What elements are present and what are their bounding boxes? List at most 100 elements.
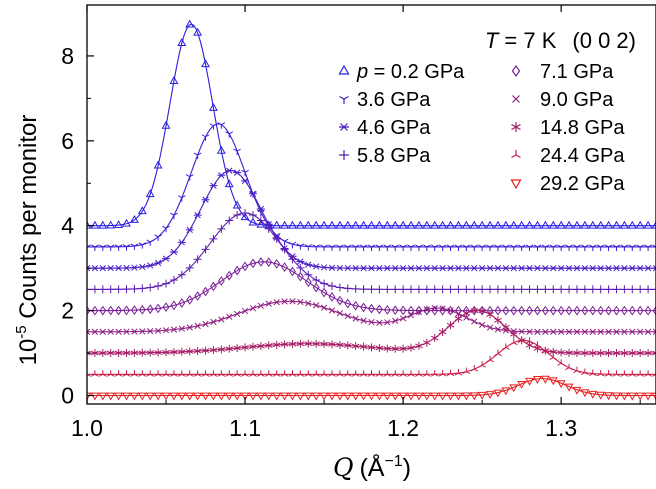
data-point [517, 285, 526, 294]
data-point [486, 285, 495, 294]
data-point [573, 348, 581, 357]
data-point [249, 258, 257, 269]
data-point [604, 285, 613, 294]
data-point [289, 266, 296, 277]
data-point [509, 265, 518, 272]
data-point [162, 302, 170, 312]
data-point [264, 341, 273, 350]
data-point [122, 370, 131, 377]
data-point [391, 305, 399, 316]
data-point [210, 318, 217, 326]
data-point [201, 346, 210, 355]
data-point [619, 220, 629, 229]
data-point [201, 134, 210, 141]
x-tick-label: 1.3 [545, 415, 577, 441]
data-point [415, 308, 423, 316]
data-point [359, 285, 368, 294]
data-point [533, 341, 542, 348]
data-point [446, 220, 455, 229]
data-point [233, 210, 242, 219]
data-point [518, 328, 525, 335]
data-point [328, 370, 336, 377]
legend-marker [512, 95, 520, 103]
data-point [391, 285, 400, 294]
data-point [106, 285, 115, 294]
data-point [344, 298, 352, 309]
data-point [99, 305, 107, 316]
data-point [542, 328, 549, 335]
data-point [439, 305, 446, 312]
data-point [201, 245, 210, 254]
data-point [225, 216, 234, 225]
data-point [257, 370, 265, 377]
data-point [637, 328, 644, 335]
data-point [454, 265, 463, 272]
data-point [106, 220, 116, 229]
data-point [462, 367, 471, 375]
data-point [169, 76, 179, 84]
data-point [312, 263, 321, 270]
data-point [596, 391, 606, 400]
data-point [335, 392, 345, 401]
data-point [264, 392, 274, 401]
data-point [87, 285, 91, 294]
data-point [525, 265, 534, 272]
data-point [375, 244, 384, 251]
data-point [502, 244, 510, 251]
legend-label: 3.6 GPa [357, 89, 431, 111]
data-point [501, 285, 510, 294]
data-point [367, 244, 376, 251]
data-point [107, 328, 114, 335]
data-point [557, 244, 566, 251]
data-point [241, 169, 249, 177]
data-point [589, 305, 597, 316]
data-point [557, 305, 565, 316]
data-point [621, 328, 628, 335]
data-point [643, 220, 653, 229]
data-point [478, 285, 487, 294]
data-point [391, 265, 400, 272]
data-point [628, 285, 637, 294]
data-point [430, 220, 440, 229]
data-point [533, 375, 542, 384]
data-point [312, 339, 321, 348]
legend-marker [338, 64, 350, 75]
data-point [557, 285, 566, 294]
data-point [525, 220, 535, 229]
data-point [525, 337, 534, 344]
data-point [139, 328, 146, 335]
condition-annotation: T = 7 K (0 0 2) [485, 28, 636, 53]
data-point [335, 220, 345, 229]
data-point [644, 328, 652, 335]
data-point [557, 265, 566, 272]
legend-marker [511, 150, 521, 159]
data-point [596, 265, 605, 272]
data-point [572, 220, 582, 229]
data-point [224, 392, 234, 401]
data-point [485, 391, 495, 400]
legend-item: 29.2 GPa [510, 173, 625, 195]
data-point [422, 392, 432, 401]
data-point [193, 152, 202, 160]
data-point [138, 370, 147, 377]
data-point [138, 348, 147, 357]
data-point [383, 244, 392, 251]
data-point [375, 265, 384, 272]
x-tick-label: 1.1 [229, 415, 261, 441]
data-point [272, 370, 281, 377]
data-point [470, 365, 479, 372]
data-point [541, 265, 550, 272]
data-point [218, 316, 225, 323]
data-point [643, 392, 653, 401]
legend-marker [511, 64, 521, 78]
data-point [644, 305, 652, 316]
data-point [280, 238, 289, 246]
data-point [382, 392, 392, 401]
data-point [431, 305, 439, 316]
data-point [154, 303, 162, 314]
data-point [208, 102, 218, 111]
data-point [628, 244, 637, 251]
data-point [303, 220, 313, 229]
data-point [469, 392, 479, 401]
data-point [305, 300, 312, 307]
